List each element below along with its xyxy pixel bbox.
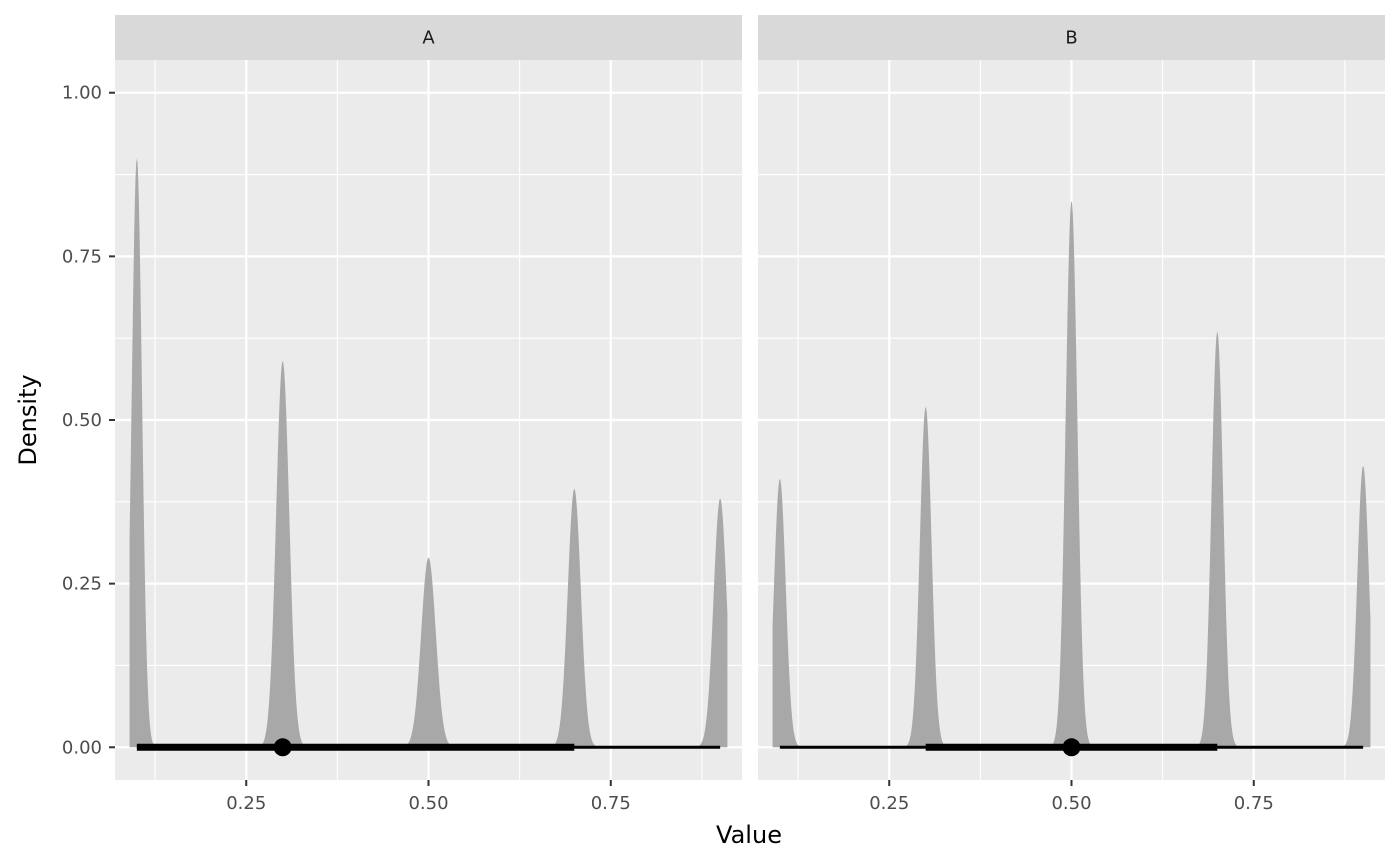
y-axis-title: Density bbox=[14, 374, 42, 465]
facet-strip bbox=[115, 15, 742, 60]
density-area bbox=[129, 158, 728, 748]
x-axis: 0.25 0.50 0.75 0.25 0.50 0.75 bbox=[226, 780, 1274, 814]
x-tick-label: 0.50 bbox=[1051, 793, 1091, 814]
x-tick-label: 0.25 bbox=[226, 793, 266, 814]
facet-strip-label: A bbox=[422, 28, 435, 49]
density-area bbox=[772, 200, 1371, 748]
facet-strip-label: B bbox=[1065, 28, 1077, 49]
facet-panel-b: B bbox=[758, 15, 1385, 780]
y-tick-label: 0.75 bbox=[62, 246, 102, 267]
facet-panel-a: A bbox=[115, 15, 742, 780]
y-tick-label: 0.25 bbox=[62, 574, 102, 595]
y-tick-label: 0.50 bbox=[62, 410, 102, 431]
x-tick-label: 0.75 bbox=[1234, 793, 1274, 814]
point-estimate bbox=[273, 738, 292, 757]
facet-strip bbox=[758, 15, 1385, 60]
x-tick-label: 0.75 bbox=[591, 793, 631, 814]
x-tick-label: 0.25 bbox=[869, 793, 909, 814]
y-tick-label: 1.00 bbox=[62, 83, 102, 104]
point-estimate bbox=[1062, 738, 1081, 757]
x-tick-label: 0.50 bbox=[408, 793, 448, 814]
y-tick-label: 0.00 bbox=[62, 737, 102, 758]
x-axis-title: Value bbox=[716, 821, 782, 849]
y-axis: 0.00 0.25 0.50 0.75 1.00 bbox=[62, 83, 115, 758]
